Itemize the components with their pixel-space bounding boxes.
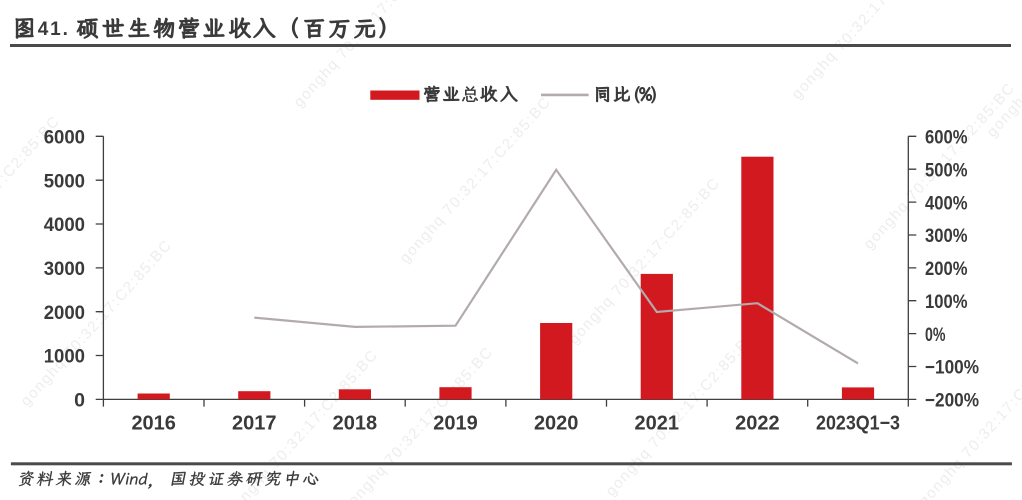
svg-text:−200%: −200% (925, 390, 979, 412)
svg-text:gonghq 70:32:17:C2:85:BC: gonghq 70:32:17:C2:85:BC (17, 236, 175, 409)
svg-text:2021: 2021 (635, 413, 680, 435)
svg-text:41.: 41. (38, 19, 70, 40)
svg-text:4000: 4000 (44, 214, 85, 236)
svg-text:2016: 2016 (131, 413, 176, 435)
svg-text:600%: 600% (925, 127, 968, 149)
svg-text:6000: 6000 (44, 127, 85, 149)
svg-text:2017: 2017 (232, 413, 277, 435)
svg-text:gonghq 70:32:17:C2:85:BC: gonghq 70:32:17:C2:85:BC (396, 93, 554, 266)
svg-text:2018: 2018 (333, 413, 378, 435)
svg-text:200%: 200% (925, 258, 968, 280)
svg-text:3000: 3000 (44, 258, 85, 280)
svg-text:100%: 100% (925, 291, 968, 313)
svg-text:2000: 2000 (44, 302, 85, 324)
svg-text:gonghq 70:32:17:C2:85:BC: gonghq 70:32:17:C2:85:BC (788, 0, 946, 103)
svg-text:2019: 2019 (433, 413, 478, 435)
svg-text:300%: 300% (925, 225, 968, 247)
svg-text:0%: 0% (925, 324, 946, 346)
svg-text:−100%: −100% (925, 357, 979, 379)
svg-text:2020: 2020 (534, 413, 579, 435)
svg-text:1000: 1000 (44, 346, 85, 368)
svg-text:400%: 400% (925, 192, 968, 214)
svg-text:5000: 5000 (44, 170, 85, 192)
svg-text:500%: 500% (925, 159, 968, 181)
svg-text:2022: 2022 (735, 413, 780, 435)
svg-text:2023Q1−3: 2023Q1−3 (816, 413, 900, 435)
svg-text:0: 0 (74, 390, 85, 412)
